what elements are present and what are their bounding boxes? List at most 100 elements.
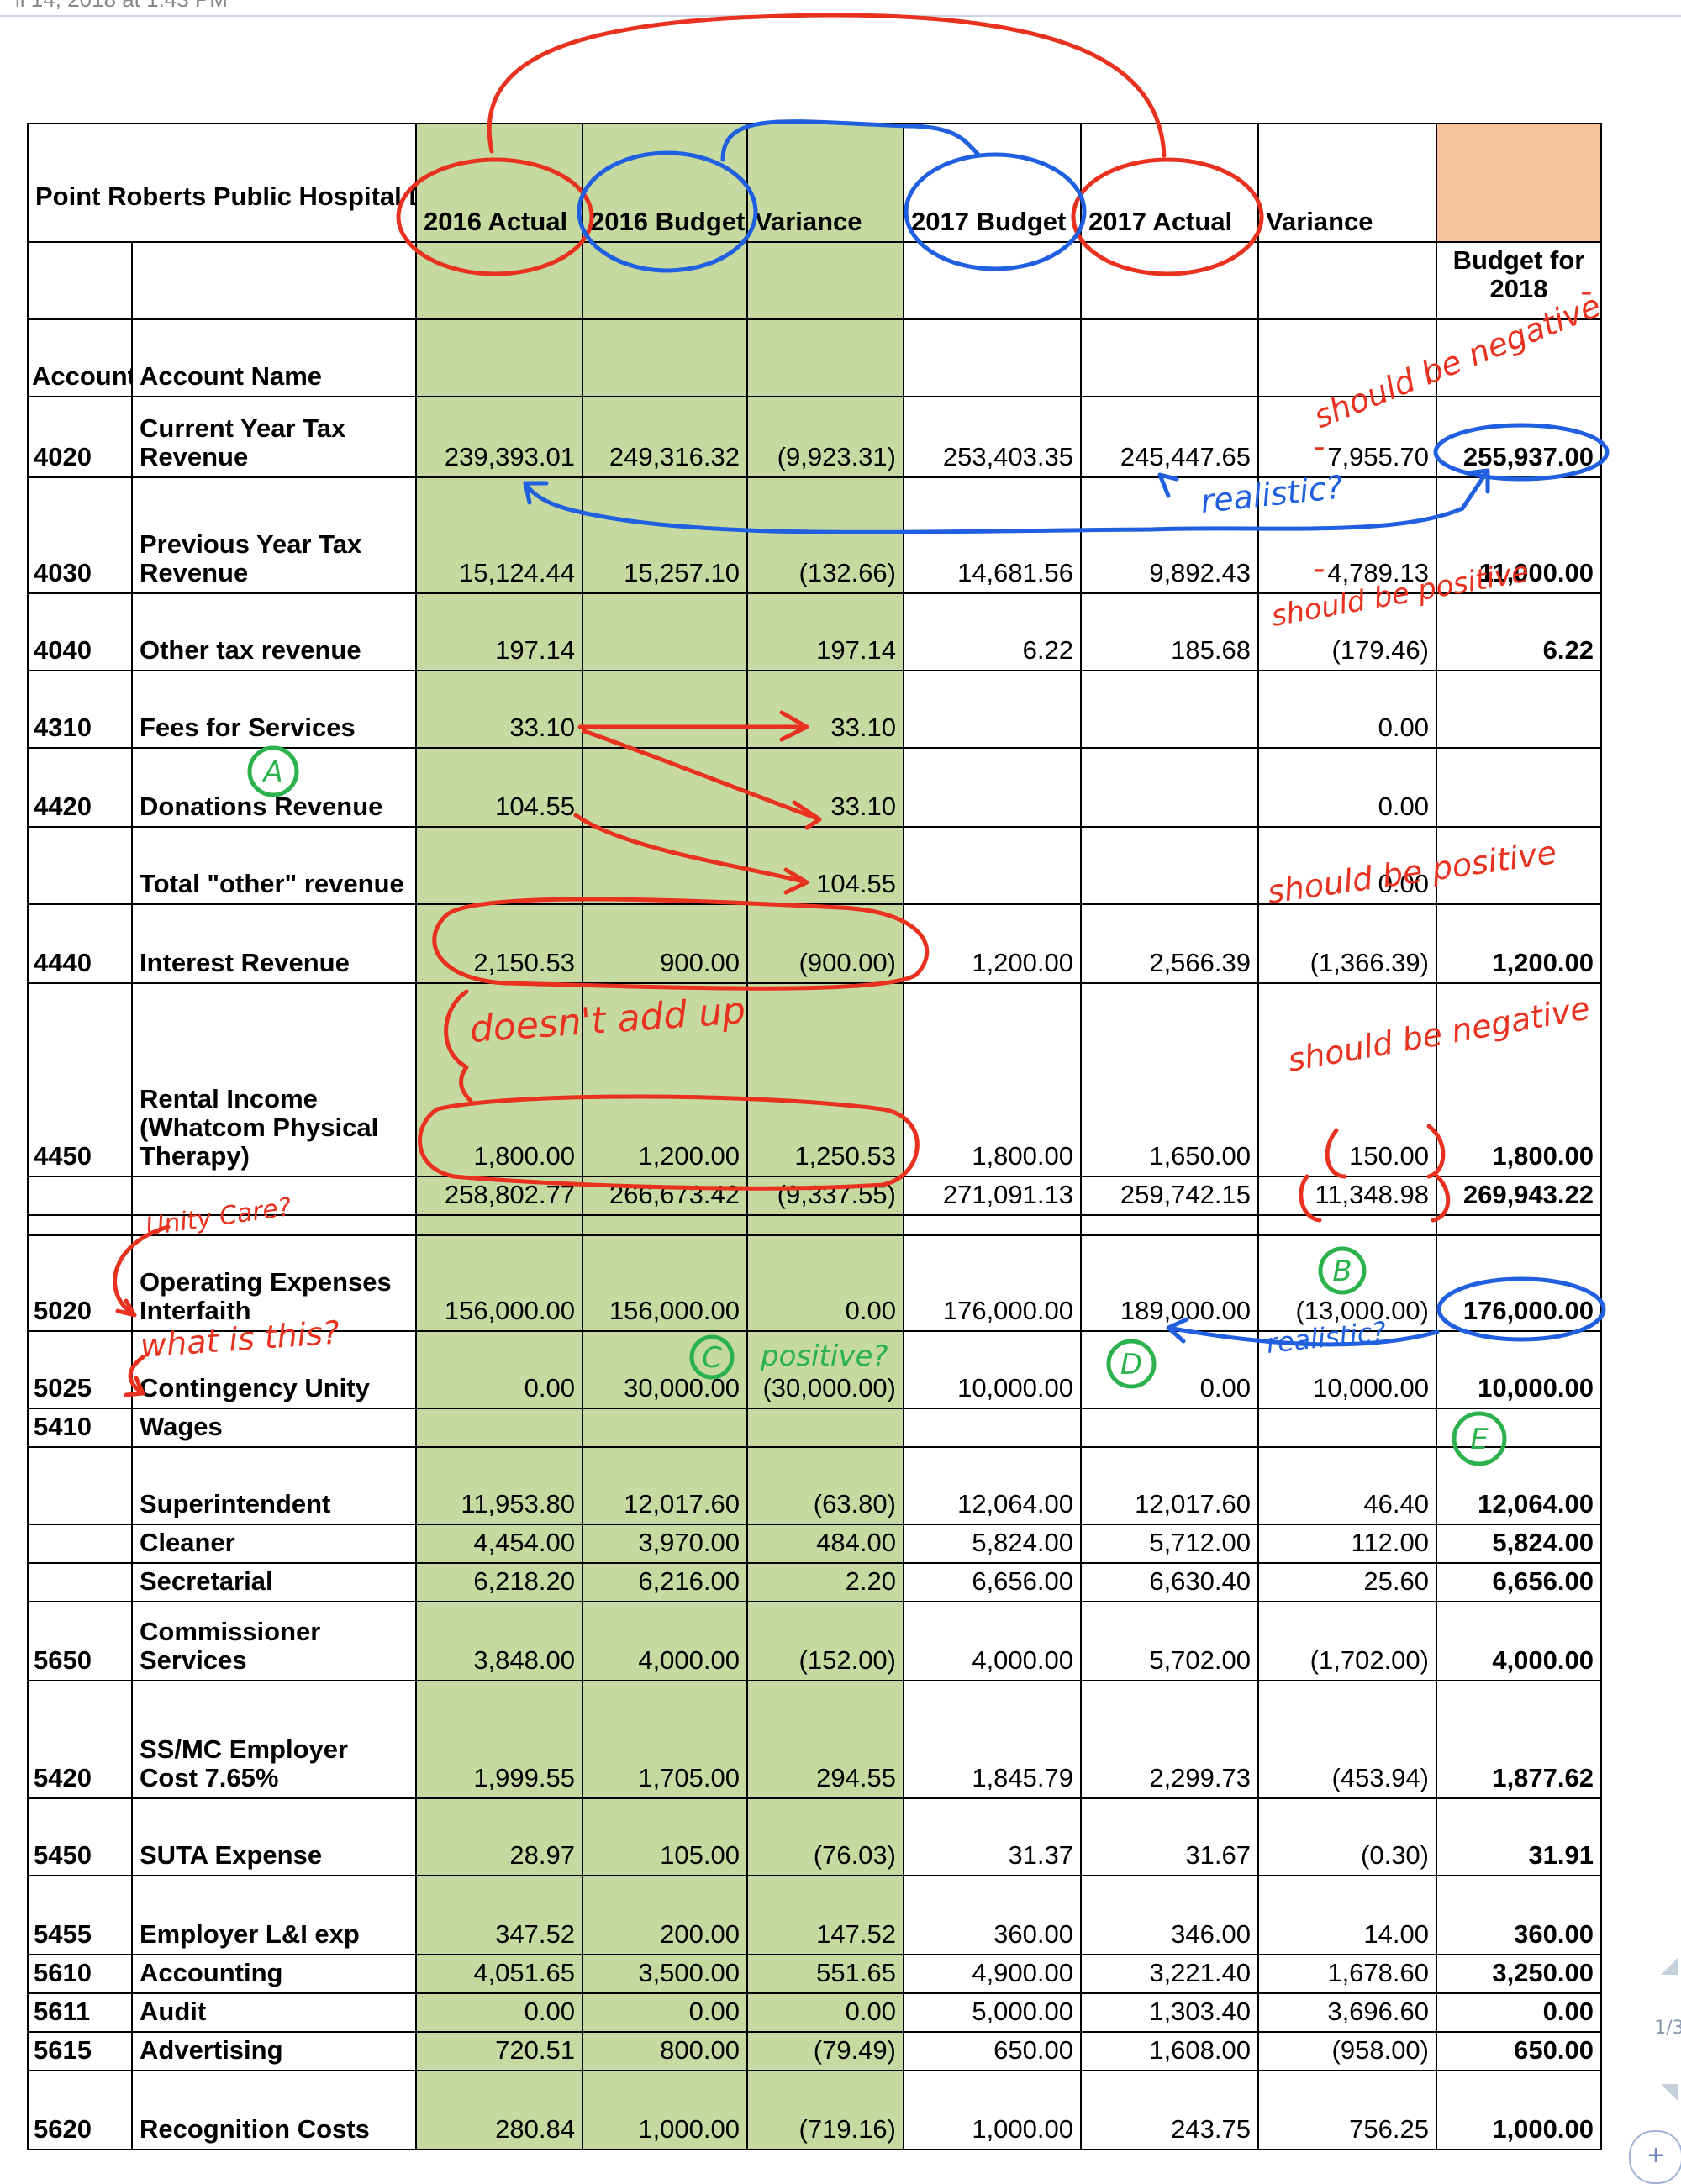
cell-acct: 5025 [27, 1330, 133, 1409]
table-row: 4420 Donations Revenue 104.55 33.10 0.00 [27, 747, 1602, 828]
cell-name: Advertising [131, 2031, 417, 2071]
cell-name: SS/MC Employer Cost 7.65% [131, 1680, 417, 1799]
cell-v17: (1,702.00) [1257, 1601, 1437, 1681]
cell-acct: 4020 [27, 396, 133, 478]
cell-a16: 720.51 [415, 2031, 583, 2071]
cell-a17: 31.67 [1080, 1797, 1259, 1876]
scroll-up-icon [1661, 1958, 1678, 1975]
cell-v16: (9,923.31) [746, 396, 904, 478]
cell-b16: 800.00 [582, 2031, 748, 2071]
cell-b17: 1,845.79 [903, 1680, 1082, 1799]
page-indicator: 1/3 [1654, 2018, 1681, 2039]
cell-v17: 11,348.98 [1257, 1176, 1437, 1216]
cell-b17: 650.00 [903, 2031, 1082, 2071]
cell-b18: 255,937.00 [1436, 396, 1602, 478]
cell-v16: 33.10 [746, 670, 904, 749]
cell-b17: 271,091.13 [903, 1176, 1082, 1216]
cell-b17 [903, 747, 1082, 828]
table-title: Point Roberts Public Hospital District [27, 123, 417, 243]
cell-name: Contingency Unity [131, 1330, 417, 1409]
cell-v17: (1,366.39) [1257, 903, 1437, 984]
zoom-in-button[interactable]: + [1629, 2130, 1681, 2184]
cell-b18: 0.00 [1436, 1992, 1602, 2033]
cell-b18 [1436, 1408, 1602, 1448]
cell-v16: 2.20 [746, 1562, 904, 1602]
cell-a16: 239,393.01 [415, 396, 583, 478]
cell-b18: 11,000.00 [1436, 476, 1602, 594]
cell-name: Superintendent [131, 1446, 417, 1525]
cell-a17: 346.00 [1080, 1875, 1259, 1955]
table-row: 5450 SUTA Expense 28.97 105.00 (76.03) 31.37 3… [27, 1797, 1602, 1876]
cell-v16: (152.00) [746, 1601, 904, 1681]
cell-a16 [415, 1408, 583, 1448]
cell-b17: 6,656.00 [903, 1562, 1082, 1602]
cell-acct: 5615 [27, 2031, 133, 2071]
cell-b17: 253,403.35 [903, 396, 1082, 478]
cell-a17: 2,299.73 [1080, 1680, 1259, 1799]
cell-a17: 1,303.40 [1080, 1992, 1259, 2033]
cell-v16: 294.55 [746, 1680, 904, 1799]
cell-a16: 28.97 [415, 1797, 583, 1876]
cell-a17: 3,221.40 [1080, 1954, 1259, 1994]
cell-a17 [1080, 826, 1259, 905]
cell-v16: (30,000.00) [746, 1330, 904, 1409]
cell-b16: 1,000.00 [582, 2070, 748, 2150]
cell-b18 [1436, 670, 1602, 749]
cell-v17: (0.30) [1257, 1797, 1437, 1876]
header-row-1: Point Roberts Public Hospital District 2… [27, 123, 1602, 243]
cell-b18 [1436, 747, 1602, 828]
cell-b16: 1,705.00 [582, 1680, 748, 1799]
col-variance-2017: Variance [1257, 123, 1437, 243]
cell-v16: (79.49) [746, 2031, 904, 2071]
table-row: 5420 SS/MC Employer Cost 7.65% 1,999.55 1,7… [27, 1680, 1602, 1799]
cell-b17: 10,000.00 [903, 1330, 1082, 1409]
cell-name: Total "other" revenue [131, 826, 417, 905]
cell-acct [27, 1446, 133, 1525]
cell-v16 [746, 1214, 904, 1236]
cell-acct: 5450 [27, 1797, 133, 1876]
cell-acct: 4040 [27, 592, 133, 671]
cell-acct: 4450 [27, 982, 133, 1177]
cell-name: Interest Revenue [131, 903, 417, 984]
table-row: 4030 Previous Year Tax Revenue 15,124.44 15… [27, 476, 1602, 594]
cell-v17: 10,000.00 [1257, 1330, 1437, 1409]
cell-name: Wages [131, 1408, 417, 1448]
table-row: Total "other" revenue 104.55 0.00 [27, 826, 1602, 905]
cell-v17: (179.46) [1257, 592, 1437, 671]
cell-b17: 6.22 [903, 592, 1082, 671]
cell-b18: 3,250.00 [1436, 1954, 1602, 1994]
cell-b18: 6.22 [1436, 592, 1602, 671]
cell-b17: 1,800.00 [903, 982, 1082, 1177]
cell-v16: (900.00) [746, 903, 904, 984]
cell-b16: 4,000.00 [582, 1601, 748, 1681]
cell-a17: 6,630.40 [1080, 1562, 1259, 1602]
cell-acct [27, 1562, 133, 1602]
cell-a16: 3,848.00 [415, 1601, 583, 1681]
cell-v16: 1,250.53 [746, 982, 904, 1177]
cell-b16 [582, 747, 748, 828]
cell-a17 [1080, 1214, 1259, 1236]
cell-v17: 0.00 [1257, 826, 1437, 905]
page-scroll-indicator[interactable]: 1/3 [1654, 1958, 1681, 2101]
cell-v16: (719.16) [746, 2070, 904, 2150]
cell-b17: 1,000.00 [903, 2070, 1082, 2150]
cell-name: Current Year Tax Revenue [131, 396, 417, 478]
cell-b17: 5,000.00 [903, 1992, 1082, 2033]
table-row: 4040 Other tax revenue 197.14 197.14 6.22 185… [27, 592, 1602, 671]
col-2016-actual: 2016 Actual [415, 123, 583, 243]
cell-b17: 1,200.00 [903, 903, 1082, 984]
cell-b17: 5,824.00 [903, 1524, 1082, 1564]
cell-v17: 25.60 [1257, 1562, 1437, 1602]
cell-name: Recognition Costs [131, 2070, 417, 2150]
cell-b17 [903, 670, 1082, 749]
cell-a16: 0.00 [415, 1330, 583, 1409]
cell-b16: 105.00 [582, 1797, 748, 1876]
scroll-down-icon [1661, 2084, 1678, 2101]
cell-v17 [1257, 1214, 1437, 1236]
cell-acct [27, 1214, 133, 1236]
table-row: 5620 Recognition Costs 280.84 1,000.00 (719.… [27, 2070, 1602, 2150]
cell-b17: 4,900.00 [903, 1954, 1082, 1994]
cell-b18: 10,000.00 [1436, 1330, 1602, 1409]
timestamp-text: il 14, 2018 at 1:43 PM [15, 0, 228, 13]
cell-a16: 4,454.00 [415, 1524, 583, 1564]
